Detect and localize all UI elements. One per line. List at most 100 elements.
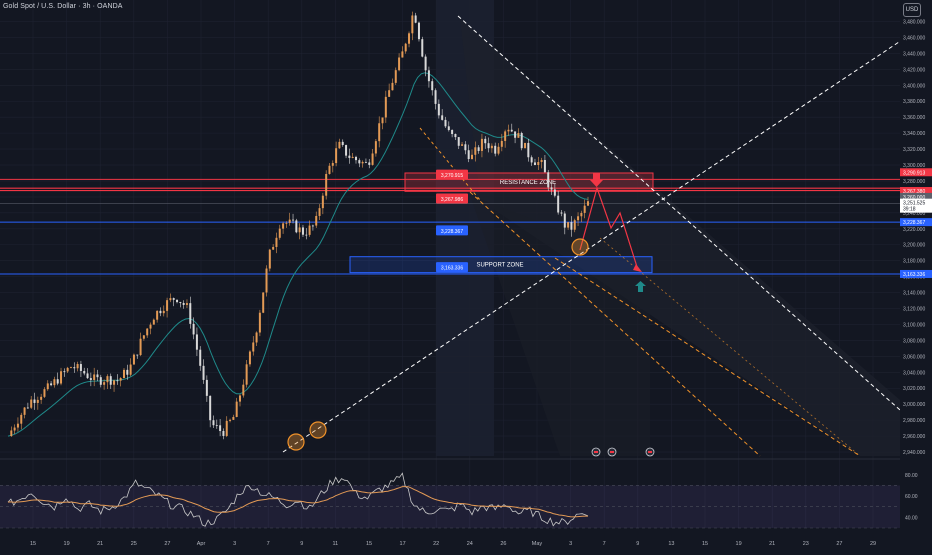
- candle-body: [192, 323, 195, 335]
- candle-body: [358, 160, 361, 164]
- scale-badge: [900, 192, 932, 201]
- candle-body: [424, 56, 427, 71]
- price-tick-label: 3,240.000: [903, 211, 925, 217]
- price-tick-label: 3,120.000: [903, 307, 925, 313]
- candle-body: [176, 299, 179, 303]
- candle-body: [417, 22, 420, 40]
- time-tick-label: 24: [467, 541, 473, 547]
- candle-body: [398, 57, 401, 71]
- price-tick-label: 3,080.000: [903, 338, 925, 344]
- price-tick-label: 3,220.000: [903, 227, 925, 233]
- swing-circle: [309, 421, 327, 439]
- time-tick-label: 3: [233, 541, 236, 547]
- candle-body: [195, 334, 198, 350]
- candle-body: [348, 155, 351, 158]
- candle-body: [116, 380, 119, 382]
- price-tick-label: 2,980.000: [903, 418, 925, 424]
- candle-body: [292, 219, 295, 221]
- candle-body: [311, 225, 314, 227]
- rsi-tick-label: 80.00: [905, 473, 918, 479]
- candle-body: [567, 222, 570, 228]
- price-tick-label: 3,420.000: [903, 67, 925, 73]
- ascending-trendline: [282, 19, 932, 453]
- swing-circle: [571, 238, 589, 256]
- candle-body: [480, 138, 483, 151]
- price-tick-label: 2,940.000: [903, 450, 925, 456]
- candle-body: [83, 370, 86, 374]
- candle-body: [431, 81, 434, 91]
- candle-body: [471, 154, 473, 160]
- candle-body: [232, 416, 235, 420]
- descending-channel-bottom: [469, 191, 761, 457]
- candle-body: [547, 172, 550, 188]
- candle-body: [99, 377, 102, 385]
- candle-body: [404, 43, 407, 52]
- candle-body: [318, 208, 321, 216]
- candle-body: [335, 148, 338, 164]
- price-tick-label: 3,460.000: [903, 35, 925, 41]
- candle-body: [262, 292, 265, 313]
- time-tick-label: 23: [803, 541, 809, 547]
- price-tick-label: 3,440.000: [903, 51, 925, 57]
- candle-body: [166, 300, 169, 311]
- projection-arrowhead: [633, 264, 642, 272]
- candle-body: [351, 156, 354, 158]
- candle-body: [537, 162, 540, 166]
- candle-body: [89, 378, 92, 380]
- candle-body: [169, 298, 172, 301]
- candle-body: [570, 222, 573, 230]
- scale-badge-label: 3,290.913: [903, 170, 925, 176]
- candle-body: [20, 414, 23, 424]
- price-tick-label: 3,200.000: [903, 243, 925, 249]
- swing-circle: [287, 433, 305, 451]
- candle-body: [10, 430, 13, 437]
- candle-body: [527, 142, 530, 158]
- candle-body: [60, 371, 63, 384]
- last-price-badge: [900, 198, 932, 213]
- down-arrow-icon: [590, 173, 603, 187]
- candle-body: [282, 223, 285, 229]
- candle-body: [142, 335, 145, 339]
- candle-body: [119, 378, 122, 381]
- candle-body: [524, 142, 527, 149]
- candle-body: [255, 332, 258, 343]
- time-tick-label: 26: [500, 541, 506, 547]
- candle-body: [215, 425, 218, 427]
- ema-line: [7, 72, 589, 437]
- time-tick-label: 13: [668, 541, 674, 547]
- up-arrow-icon: [635, 281, 646, 292]
- scale-badge-label: 3,163.336: [903, 272, 925, 278]
- candle-body: [401, 51, 404, 58]
- candle-body: [73, 367, 76, 369]
- currency-button[interactable]: USD: [903, 3, 921, 17]
- candle-body: [149, 324, 152, 329]
- candle-body: [411, 15, 414, 34]
- support-zone-label: SUPPORT ZONE: [476, 263, 523, 269]
- scale-badge-label: 3,260.000: [903, 195, 925, 201]
- level-tag-label: 3,228.367: [441, 229, 463, 235]
- candle-body: [494, 145, 497, 154]
- level-tag: [436, 262, 468, 273]
- candle-body: [159, 310, 162, 314]
- time-tick-label: 9: [636, 541, 639, 547]
- candle-body: [298, 227, 301, 233]
- candle-body: [331, 163, 334, 166]
- candle-body: [53, 379, 56, 386]
- candle-body: [378, 123, 381, 142]
- candle-body: [235, 401, 238, 417]
- candle-body: [500, 140, 503, 147]
- candle-body: [40, 396, 43, 400]
- candle-body: [285, 222, 288, 224]
- event-flag-icon: [648, 451, 652, 453]
- candle-body: [341, 141, 344, 146]
- scale-badge-label: 3,267.380: [903, 189, 925, 195]
- price-tick-label: 3,180.000: [903, 259, 925, 265]
- price-tick-label: 3,060.000: [903, 354, 925, 360]
- rsi-line: [7, 472, 589, 527]
- time-tick-label: 7: [267, 541, 270, 547]
- time-tick-label: 11: [333, 541, 339, 547]
- candle-body: [583, 205, 586, 213]
- candle-body: [451, 130, 454, 135]
